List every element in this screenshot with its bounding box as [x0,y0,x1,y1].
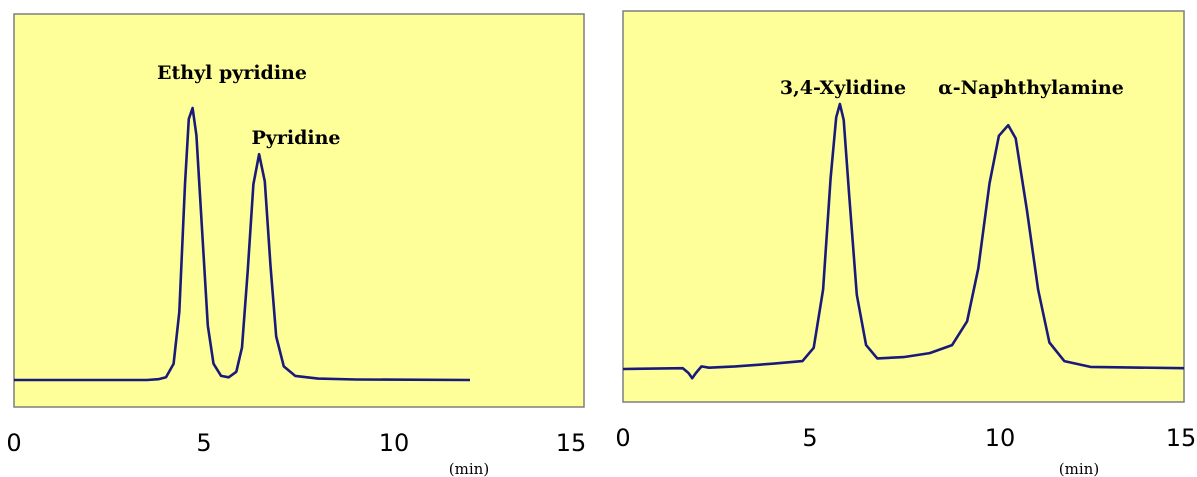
x-tick-label-0: 0 [615,424,630,452]
chromatogram-trace [14,106,471,382]
x-unit-label: (min) [449,460,489,477]
peak-label-pyridine: Pyridine [252,127,341,149]
x-tick-label-0: 0 [6,429,21,457]
peak-label-ethyl-pyridine: Ethyl pyridine [157,62,307,84]
plot-area [622,10,1185,403]
x-tick-label-5: 5 [196,429,211,457]
chromatogram-right: 3,4-Xylidine α-Naphthylamine 0 5 10 15 (… [615,10,1197,477]
peak-label-3-4-xylidine: 3,4-Xylidine [780,77,906,99]
x-tick-label-10: 10 [985,424,1016,452]
x-tick-label-15: 15 [556,429,587,457]
plot-area [13,13,585,408]
x-unit-label: (min) [1059,460,1099,477]
x-tick-label-10: 10 [379,429,410,457]
peak-label-alpha-naphthylamine: α-Naphthylamine [938,77,1124,99]
x-tick-label-5: 5 [802,424,817,452]
chromatogram-left: Ethyl pyridine Pyridine 0 5 10 15 (min) [6,13,587,477]
chromatogram-trace [622,102,1185,380]
x-tick-label-15: 15 [1166,424,1197,452]
